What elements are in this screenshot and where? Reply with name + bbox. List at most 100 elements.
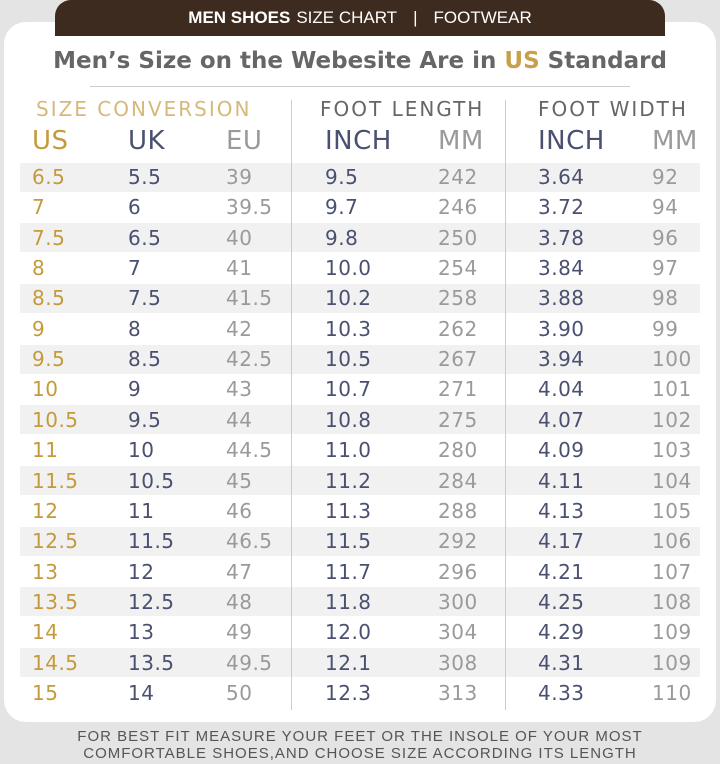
table-cell: 9.5	[325, 165, 359, 189]
table-cell: 4.17	[538, 529, 585, 554]
table-cell: 242	[438, 165, 478, 189]
table-cell: 3.72	[538, 195, 585, 220]
table-cell: 103	[652, 438, 692, 463]
table-cell: 12.0	[325, 620, 372, 645]
table-cell: 92	[652, 165, 679, 189]
table-cell: 106	[652, 529, 692, 554]
table-cell: 40	[226, 225, 253, 250]
table-cell: 9	[32, 316, 46, 341]
row-stripe	[20, 162, 700, 192]
table-cell: 14	[128, 680, 155, 705]
table-cell: 43	[226, 377, 253, 402]
row-stripe	[20, 526, 700, 556]
table-cell: 9.5	[32, 347, 66, 372]
divider: |	[413, 8, 418, 27]
table-cell: 288	[438, 498, 478, 523]
table-cell: 9.8	[325, 225, 359, 250]
subtitle-text: Standard	[547, 48, 667, 74]
column-header: UK	[128, 126, 166, 156]
table-cell: 11	[128, 498, 155, 523]
group-header: FOOT LENGTH	[320, 97, 485, 121]
subtitle-highlight: US	[504, 48, 540, 74]
banner-title: SIZE CHART	[296, 8, 398, 27]
table-cell: 250	[438, 225, 478, 250]
table-cell: 101	[652, 377, 692, 402]
table-cell: 109	[652, 650, 692, 675]
table-cell: 100	[652, 347, 692, 372]
table-cell: 7	[32, 195, 46, 220]
table-cell: 13.5	[128, 650, 175, 675]
table-cell: 3.94	[538, 347, 585, 372]
table-cell: 262	[438, 316, 478, 341]
subtitle: Men’s Size on the Webesite Are in US Sta…	[0, 48, 720, 74]
table-cell: 11.0	[325, 438, 372, 463]
table-cell: 3.88	[538, 286, 585, 311]
table-cell: 10.7	[325, 377, 372, 402]
table-cell: 4.33	[538, 680, 585, 705]
divider	[505, 100, 506, 710]
table-cell: 4.13	[538, 498, 585, 523]
banner: MEN SHOES SIZE CHART | FOOTWEAR	[55, 0, 665, 36]
row-stripe	[20, 223, 700, 253]
table-cell: 108	[652, 589, 692, 614]
table-cell: 5.5	[128, 165, 162, 189]
table-cell: 284	[438, 468, 478, 493]
table-cell: 6.5	[128, 225, 162, 250]
table-cell: 46	[226, 498, 253, 523]
table-cell: 10.5	[325, 347, 372, 372]
table-cell: 3.64	[538, 165, 585, 189]
table-cell: 7	[128, 256, 142, 281]
table-cell: 7.5	[32, 225, 66, 250]
table-cell: 10.8	[325, 407, 372, 432]
table-cell: 8	[32, 256, 46, 281]
table-cell: 11.2	[325, 468, 372, 493]
column-header: MM	[652, 126, 698, 156]
table-cell: 39.5	[226, 195, 273, 220]
table-cell: 44.5	[226, 438, 273, 463]
table-cell: 110	[652, 680, 692, 705]
table-cell: 12.5	[128, 589, 175, 614]
table-cell: 10.5	[32, 407, 79, 432]
table-cell: 13	[128, 620, 155, 645]
table-cell: 47	[226, 559, 253, 584]
table-cell: 4.29	[538, 620, 585, 645]
table-cell: 11.8	[325, 589, 372, 614]
table-cell: 292	[438, 529, 478, 554]
table-cell: 313	[438, 680, 478, 705]
column-header: MM	[438, 126, 484, 156]
table-cell: 12	[32, 498, 59, 523]
table-cell: 12.3	[325, 680, 372, 705]
table-cell: 105	[652, 498, 692, 523]
table-cell: 3.90	[538, 316, 585, 341]
footer: FOR BEST FIT MEASURE YOUR FEET OR THE IN…	[0, 728, 720, 762]
table-cell: 10.3	[325, 316, 372, 341]
table-cell: 4.25	[538, 589, 585, 614]
table-cell: 254	[438, 256, 478, 281]
table-cell: 13	[32, 559, 59, 584]
table-cell: 97	[652, 256, 679, 281]
table-cell: 3.84	[538, 256, 585, 281]
table-cell: 11.5	[32, 468, 79, 493]
table-cell: 12	[128, 559, 155, 584]
footer-line: COMFORTABLE SHOES,AND CHOOSE SIZE ACCORD…	[83, 745, 637, 762]
table-cell: 41.5	[226, 286, 273, 311]
column-header: INCH	[325, 126, 392, 156]
column-header: EU	[226, 126, 263, 156]
table-cell: 42.5	[226, 347, 273, 372]
column-header: US	[32, 126, 69, 156]
table-cell: 44	[226, 407, 253, 432]
row-stripe	[20, 344, 700, 374]
table-cell: 275	[438, 407, 478, 432]
table-cell: 9	[128, 377, 142, 402]
table-cell: 45	[226, 468, 253, 493]
table-cell: 98	[652, 286, 679, 311]
table-cell: 14	[32, 620, 59, 645]
table-cell: 4.07	[538, 407, 585, 432]
table-cell: 11.5	[325, 529, 372, 554]
table-cell: 280	[438, 438, 478, 463]
table-cell: 15	[32, 680, 59, 705]
table-cell: 11	[32, 438, 59, 463]
footer-line: FOR BEST FIT MEASURE YOUR FEET OR THE IN…	[77, 728, 643, 745]
table-cell: 94	[652, 195, 679, 220]
